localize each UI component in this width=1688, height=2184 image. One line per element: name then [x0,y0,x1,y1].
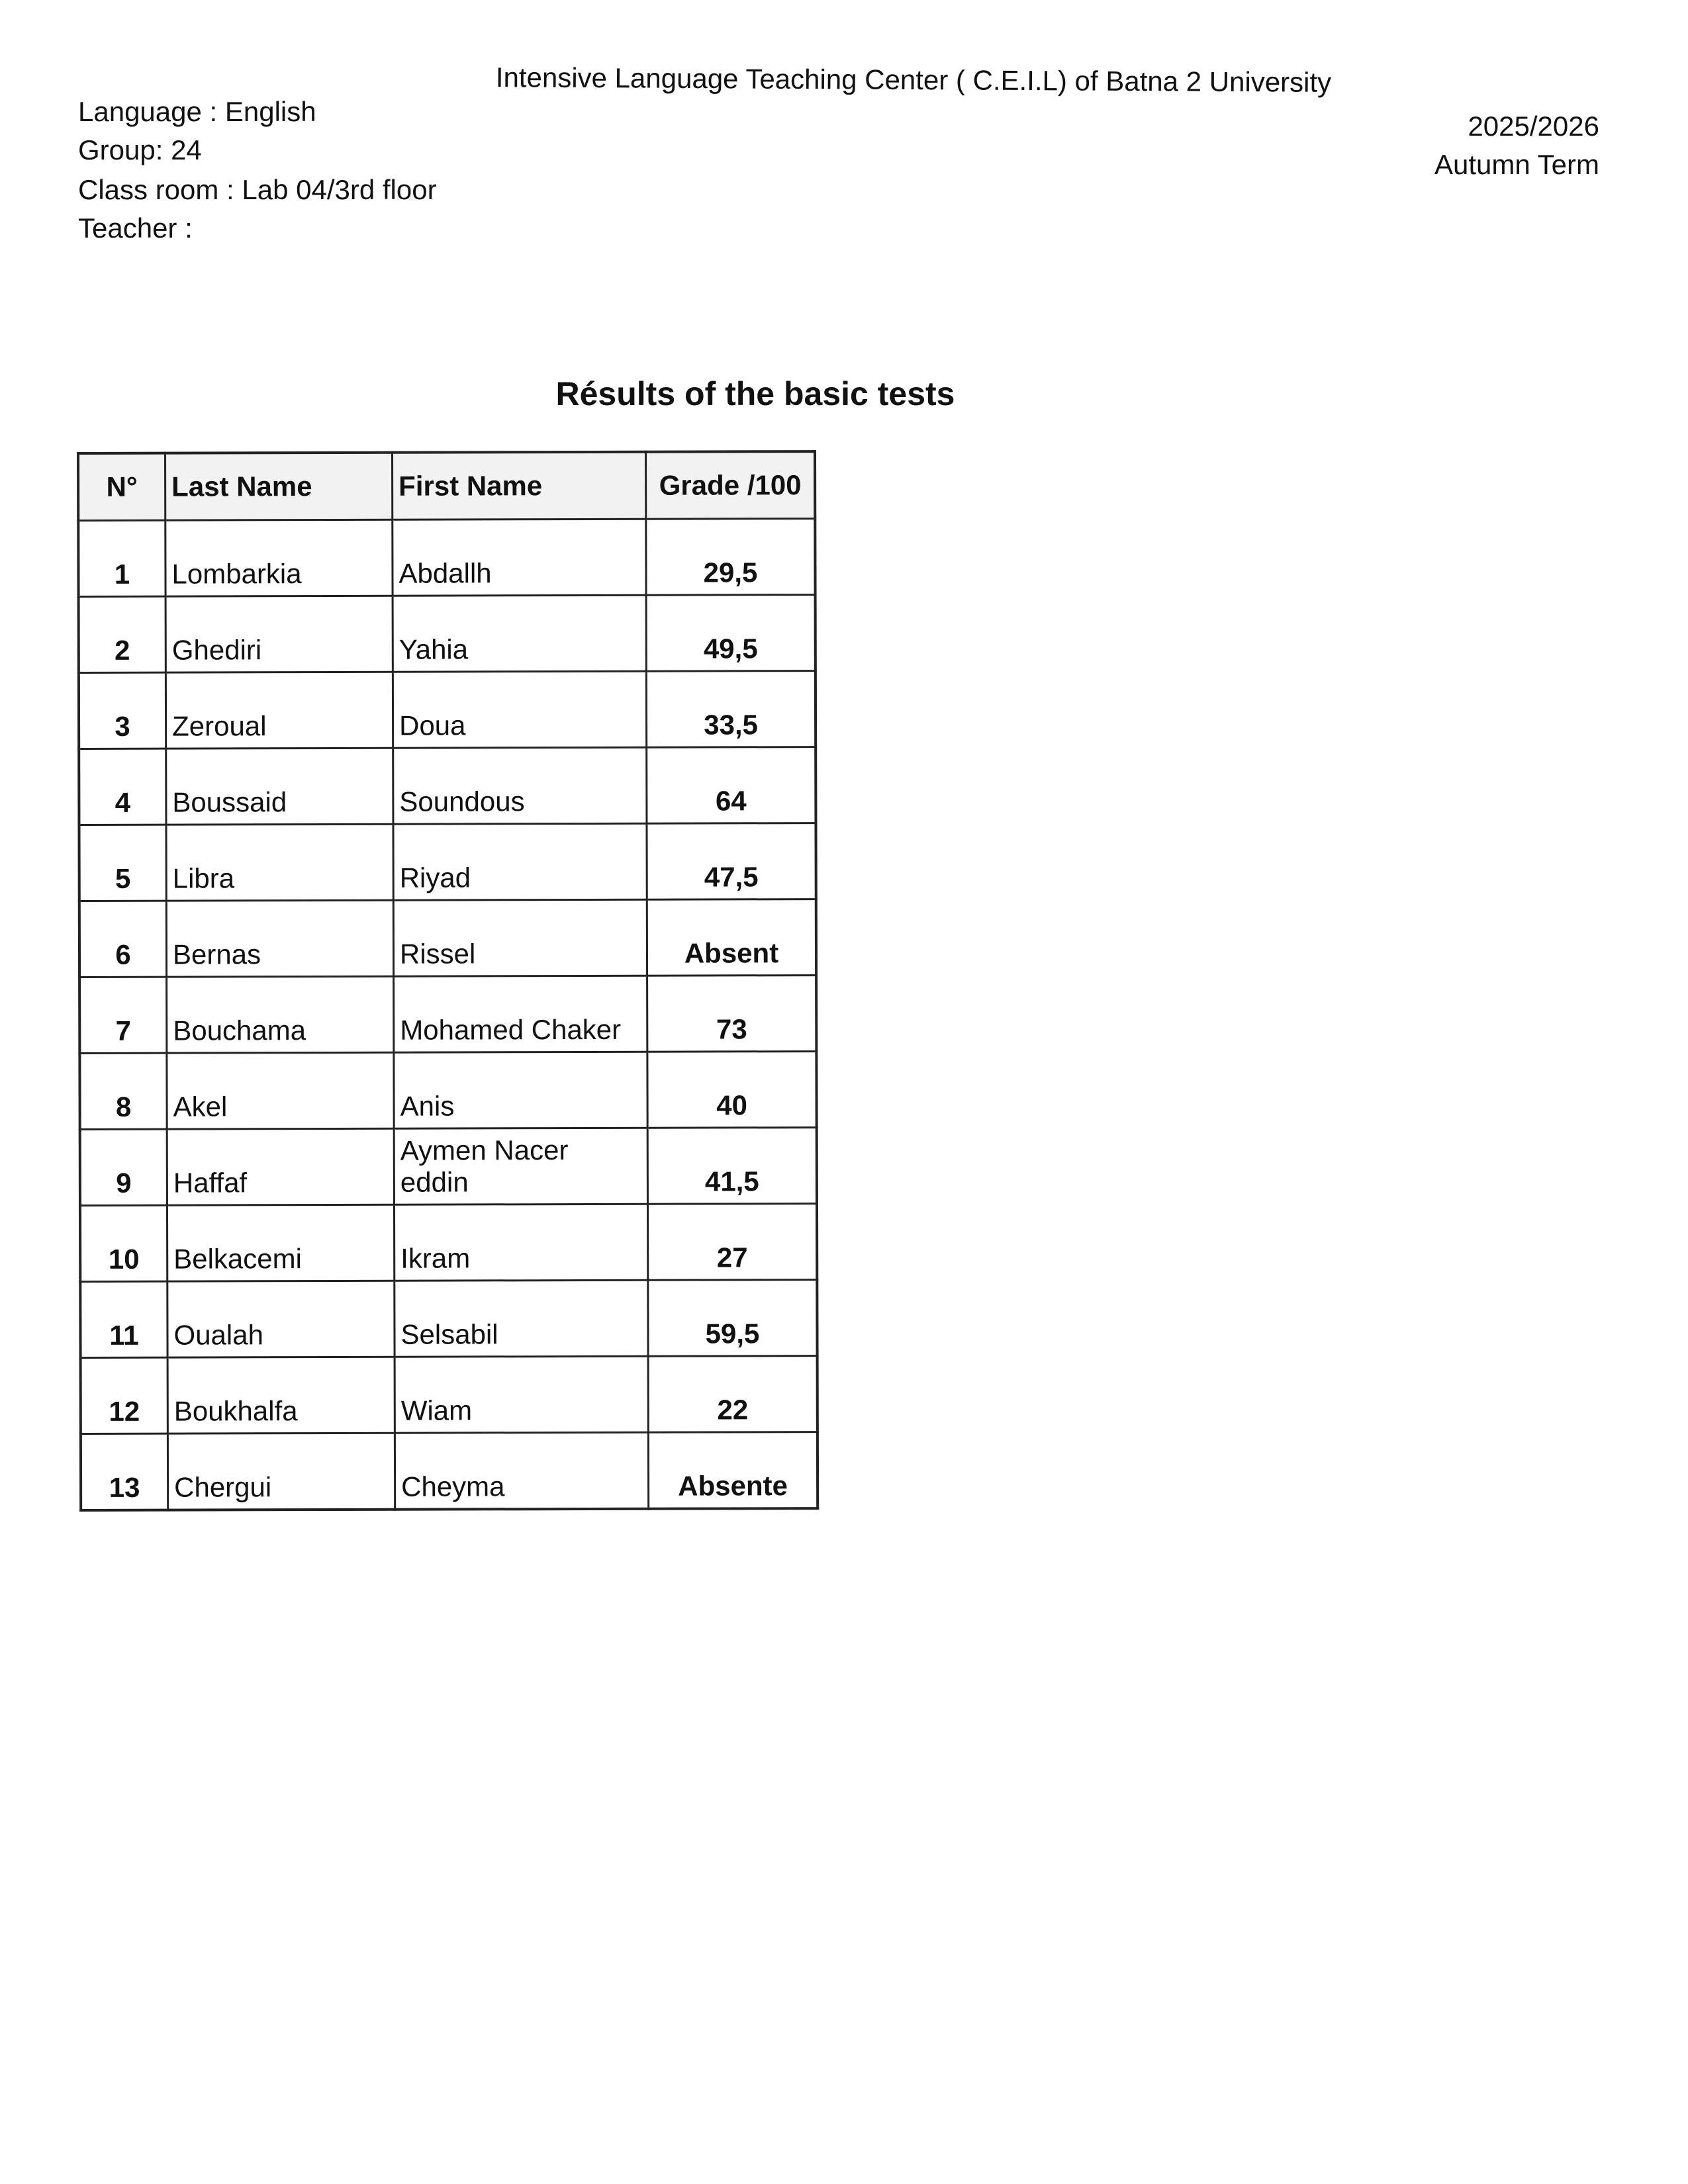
table-row: 10 Belkacemi Ikram 27 [79,1203,818,1282]
first-name-cell: Abdallh [392,519,647,596]
first-name-cell: Mohamed Chaker [393,976,647,1053]
grade-cell: 64 [646,747,816,824]
table-row: 13 Chergui Cheyma Absente [80,1432,818,1510]
table-header-row: N° Last Name First Name Grade /100 [78,451,816,521]
group-label: Group: 24 [78,134,202,165]
first-name-cell: Ikram [394,1204,648,1281]
grade-cell: 59,5 [647,1279,818,1357]
teacher-label: Teacher : [78,212,193,244]
last-name-cell: Ghediri [165,596,393,673]
first-name-cell: Anis [393,1052,648,1129]
row-number-cell: 5 [79,825,167,901]
table-row: 8 Akel Anis 40 [79,1051,817,1130]
table-row: 5 Libra Riyad 47,5 [79,823,816,901]
table-row: 6 Bernas Rissel Absent [79,899,817,978]
row-number-cell: 9 [79,1129,167,1206]
row-number-cell: 8 [79,1053,167,1130]
last-name-cell: Chergui [167,1433,395,1510]
grade-cell: 41,5 [647,1127,817,1205]
first-name-cell: Wiam [395,1356,649,1433]
first-name-cell: Soundous [393,747,647,825]
table-row: 7 Bouchama Mohamed Chaker 73 [79,975,817,1054]
language-label: Language : English [78,96,316,127]
row-number-cell: 4 [79,749,166,825]
last-name-cell: Bernas [166,900,394,978]
last-name-cell: Boukhalfa [167,1357,395,1434]
table-row: 3 Zeroual Doua 33,5 [78,670,816,749]
column-header-first-name: First Name [392,451,646,520]
row-number-cell: 11 [80,1281,168,1358]
document-title: Résults of the basic tests [555,375,955,412]
table-row: 12 Boukhalfa Wiam 22 [80,1355,818,1434]
first-name-cell: Doua [393,671,647,749]
academic-year: 2025/2026 [1468,111,1599,142]
grade-cell: 73 [647,975,817,1052]
grade-cell: 29,5 [645,518,816,596]
row-number-cell: 12 [80,1357,168,1434]
classroom-label: Class room : Lab 04/3rd floor [78,174,437,205]
grade-cell: 47,5 [646,823,816,900]
grade-cell: 49,5 [646,594,816,672]
first-name-cell: Rissel [393,899,647,977]
last-name-cell: Boussaid [165,748,393,825]
term-label: Autumn Term [1434,149,1599,180]
row-number-cell: 6 [79,901,167,978]
row-number-cell: 7 [79,977,167,1054]
table-row: 11 Oualah Selsabil 59,5 [80,1279,818,1358]
last-name-cell: Akel [166,1052,395,1130]
last-name-cell: Belkacemi [167,1205,395,1282]
first-name-cell: Yahia [393,595,647,672]
row-number-cell: 1 [78,520,166,597]
last-name-cell: Bouchama [166,976,394,1054]
last-name-cell: Libra [165,824,394,901]
row-number-cell: 3 [78,672,166,749]
first-name-cell: Cheyma [395,1432,649,1510]
last-name-cell: Oualah [167,1281,395,1358]
grade-cell: Absent [647,899,817,976]
table-row: 1 Lombarkia Abdallh 29,5 [78,518,816,597]
first-name-cell: Riyad [393,823,647,901]
grade-cell: 40 [647,1051,817,1128]
grade-cell: Absente [648,1432,818,1509]
first-name-cell: Selsabil [394,1280,649,1357]
last-name-cell: Zeroual [165,672,393,749]
column-header-last-name: Last Name [165,452,393,521]
row-number-cell: 2 [78,596,166,673]
row-number-cell: 10 [79,1205,167,1282]
last-name-cell: Lombarkia [165,520,393,597]
grade-cell: 22 [648,1355,818,1433]
results-table: N° Last Name First Name Grade /100 1 Lomb… [77,450,820,1512]
table-row: 9 Haffaf Aymen Nacer eddin 41,5 [79,1127,817,1206]
row-number-cell: 13 [80,1433,168,1510]
grade-cell: 27 [647,1203,818,1281]
last-name-cell: Haffaf [167,1128,395,1206]
first-name-cell: Aymen Nacer eddin [394,1128,648,1205]
institution-name: Intensive Language Teaching Center ( C.E… [495,62,1332,98]
table-row: 4 Boussaid Soundous 64 [79,747,816,825]
grade-cell: 33,5 [646,670,816,748]
table-row: 2 Ghediri Yahia 49,5 [78,594,816,673]
column-header-grade: Grade /100 [645,451,816,520]
column-header-number: N° [78,453,165,521]
